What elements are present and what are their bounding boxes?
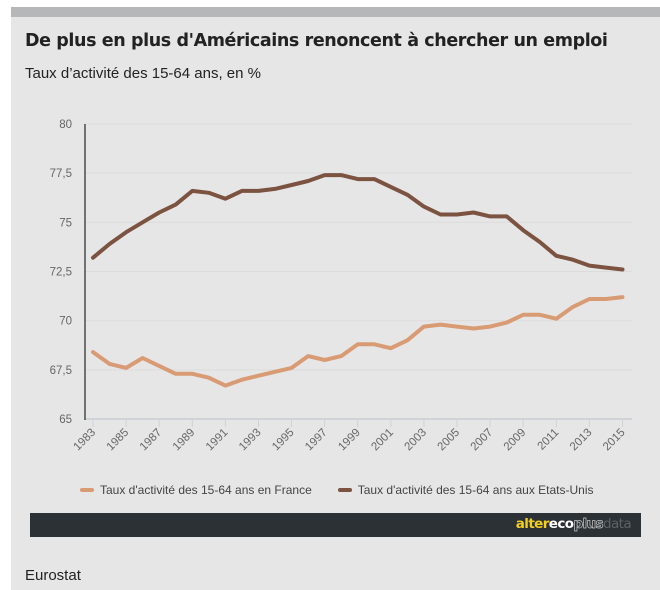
gridlines bbox=[85, 123, 632, 420]
legend-label-france: Taux d'activité des 15-64 ans en France bbox=[100, 483, 312, 497]
brand-bar: alterecoplusdata bbox=[30, 513, 641, 537]
x-tick-label: 2003 bbox=[402, 427, 429, 454]
series-group bbox=[91, 173, 625, 388]
y-tick-label: 72,5 bbox=[50, 267, 72, 279]
x-tick-label: 2001 bbox=[369, 427, 396, 454]
x-tick-label: 1999 bbox=[336, 427, 363, 454]
x-tick-label: 1983 bbox=[72, 427, 99, 454]
alterecoplus-data-logo: alterecoplusdata bbox=[515, 516, 632, 533]
x-tick-label: 2015 bbox=[601, 427, 628, 454]
x-tick-label: 1995 bbox=[270, 427, 297, 454]
x-tick-label: 1985 bbox=[105, 427, 132, 454]
legend-swatch-usa bbox=[337, 488, 352, 492]
y-tick-label: 65 bbox=[59, 414, 72, 426]
x-tick-label: 1987 bbox=[138, 427, 165, 454]
series-line-usa bbox=[91, 173, 625, 272]
logo-part-plus: plus bbox=[573, 516, 604, 533]
top-band bbox=[11, 7, 660, 17]
y-axis: 65 67,5 70 72,5 75 77,5 80 bbox=[50, 119, 86, 426]
logo-part-eco: eco bbox=[548, 516, 574, 532]
y-tick-label: 67,5 bbox=[50, 365, 72, 377]
x-tick-label: 2011 bbox=[535, 427, 561, 453]
x-tick-label: 2013 bbox=[568, 427, 595, 454]
x-tick-label: 2009 bbox=[502, 427, 529, 454]
legend-label-usa: Taux d'activité des 15-64 ans aux Etats-… bbox=[357, 483, 594, 497]
y-tick-label: 75 bbox=[59, 217, 72, 229]
x-axis: 1983 1985 1987 1989 1991 1993 1995 1997 1999 2001… bbox=[72, 419, 628, 453]
chart-title: De plus en plus d'Américains renoncent à… bbox=[25, 31, 608, 51]
logo-part-data: data bbox=[602, 516, 632, 532]
x-tick-label: 1991 bbox=[204, 427, 231, 454]
y-tick-label: 77,5 bbox=[50, 168, 72, 180]
y-tick-label: 70 bbox=[59, 316, 72, 328]
legend-item-france[interactable]: Taux d'activité des 15-64 ans en France bbox=[80, 483, 312, 497]
x-tick-label: 1997 bbox=[303, 427, 330, 454]
chart-frame: De plus en plus d'Américains renoncent à… bbox=[11, 7, 660, 590]
source-note: Eurostat bbox=[25, 567, 81, 584]
chart-subtitle: Taux d’activité des 15-64 ans, en % bbox=[25, 65, 261, 82]
legend: Taux d'activité des 15-64 ans en France … bbox=[80, 483, 594, 497]
x-tick-label: 2005 bbox=[436, 427, 463, 454]
x-tick-label: 1989 bbox=[171, 427, 198, 454]
legend-swatch-france bbox=[80, 488, 94, 492]
legend-item-usa[interactable]: Taux d'activité des 15-64 ans aux Etats-… bbox=[337, 483, 594, 497]
series-line-france bbox=[91, 295, 625, 388]
x-tick-label: 1993 bbox=[237, 427, 264, 454]
x-tick-label: 2007 bbox=[469, 427, 496, 454]
y-tick-label: 80 bbox=[59, 119, 72, 131]
logo-part-alter: alter bbox=[515, 516, 550, 532]
